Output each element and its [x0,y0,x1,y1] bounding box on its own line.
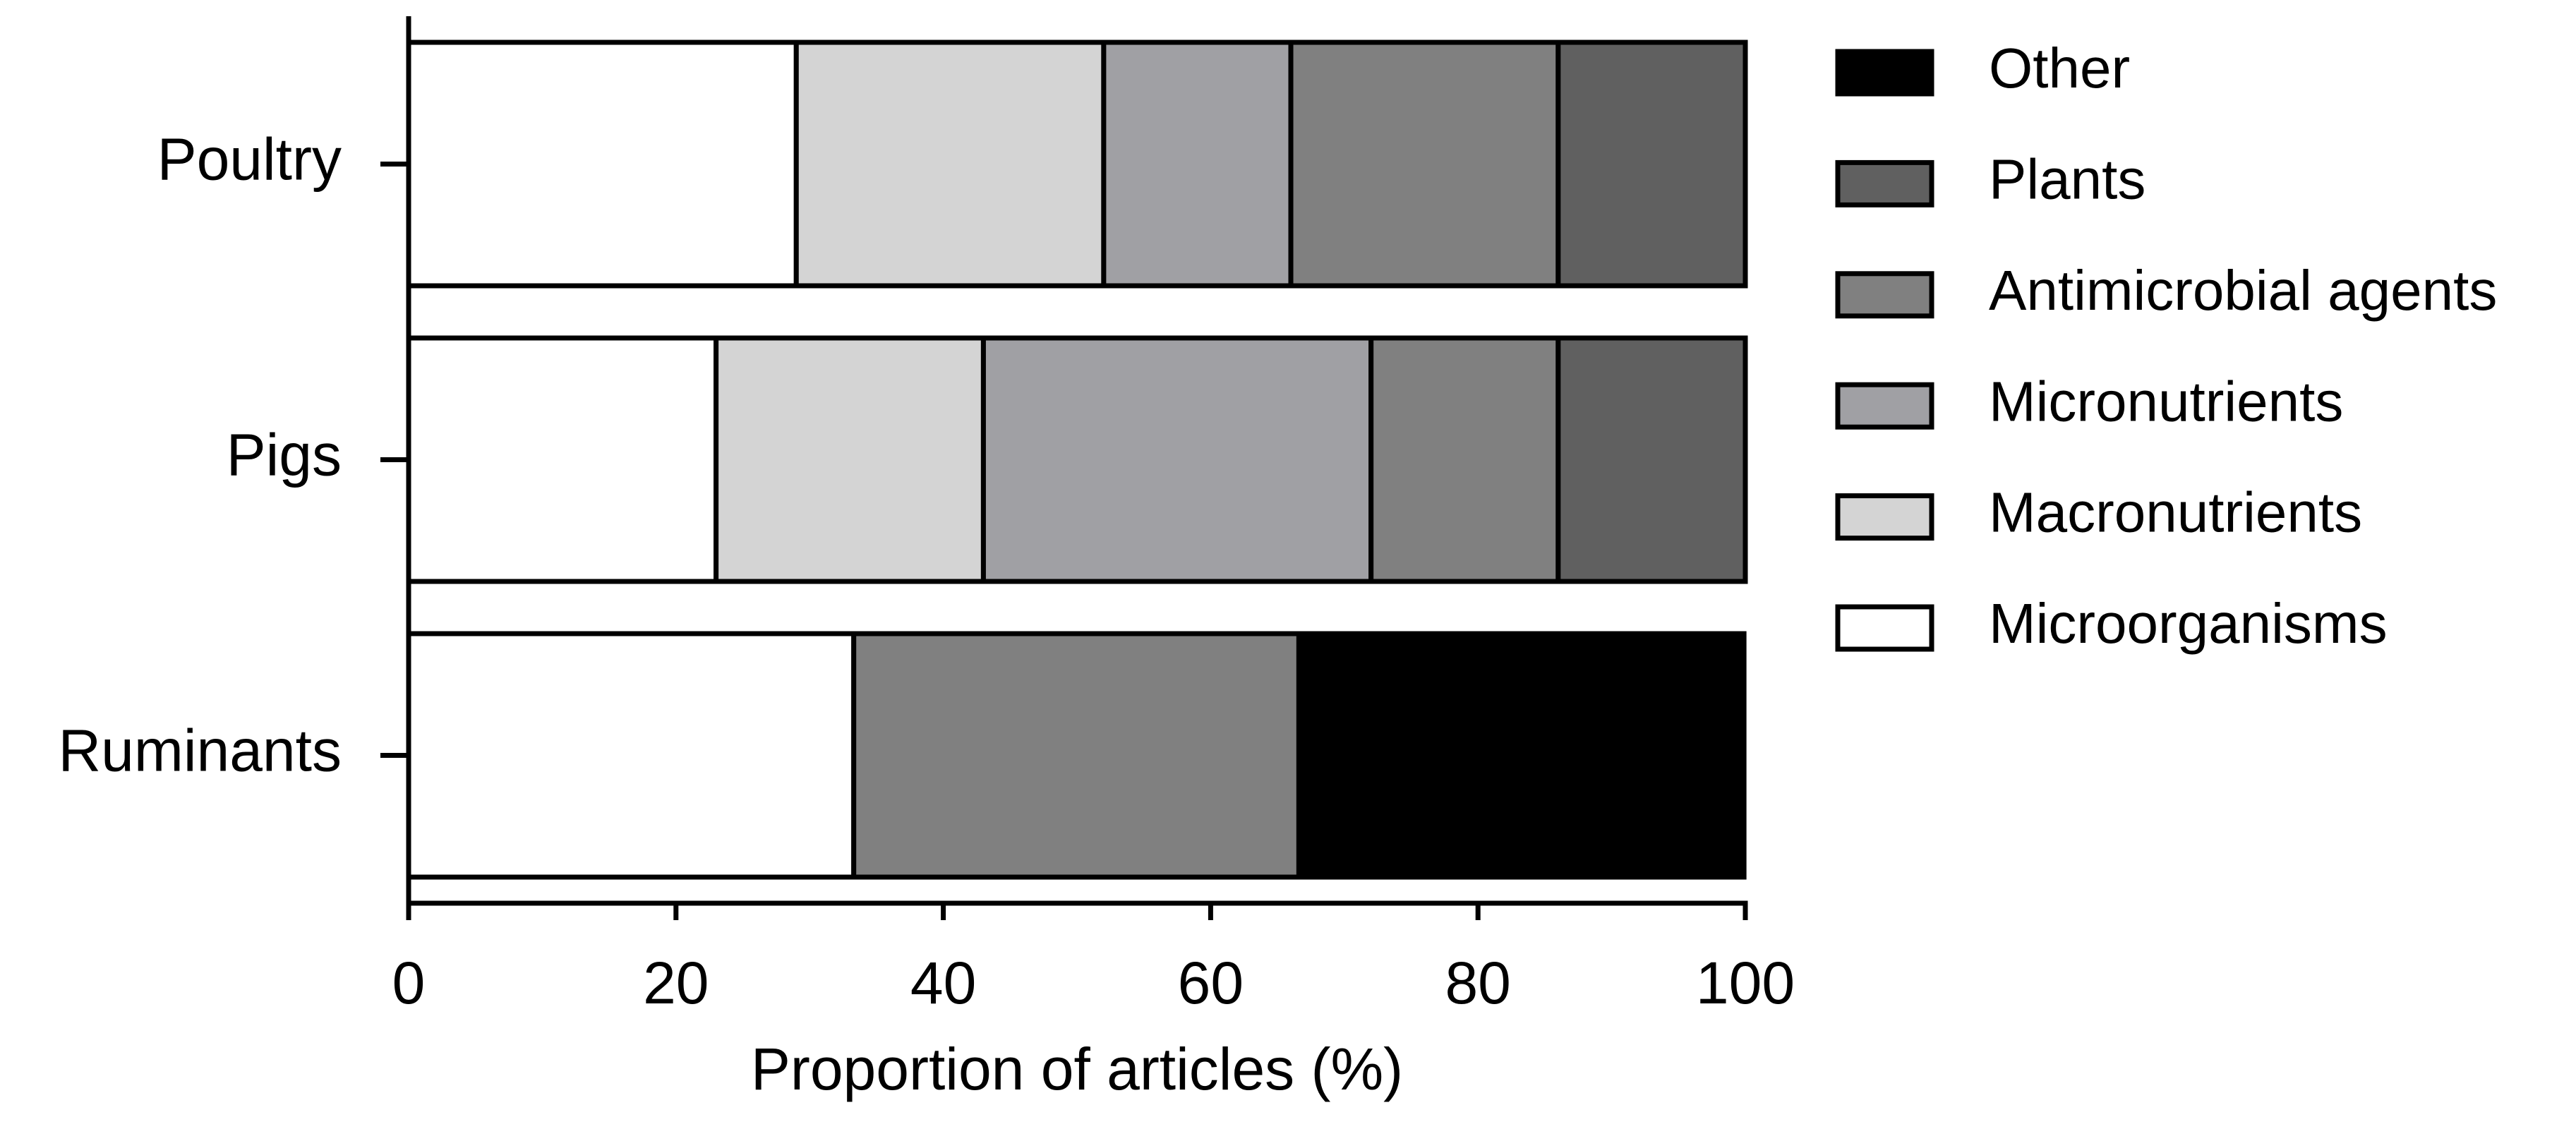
legend-label: Micronutrients [1989,370,2343,433]
bar-segment [406,335,719,584]
bar-segment [1555,40,1748,289]
bar-segment [1368,335,1561,584]
bar-segment [1288,40,1561,289]
bar-segment [793,40,1107,289]
bar-segment [1555,335,1748,584]
bar-segment [714,335,986,584]
legend-swatch [1835,271,1934,319]
legend-swatch [1835,493,1934,541]
y-tick-label: Poultry [157,126,342,193]
legend-label: Antimicrobial agents [1989,259,2497,322]
bar-segment [406,631,857,880]
bar-segment [980,335,1374,584]
bar-segment [406,40,799,289]
x-tick-label: 60 [1178,950,1244,1016]
bar-segment [851,631,1301,880]
x-tick-label: 20 [643,950,709,1016]
legend-swatch [1835,382,1934,430]
x-tick-label: 0 [392,950,426,1016]
y-tick-label: Pigs [227,422,342,488]
legend-label: Other [1989,37,2130,99]
legend-swatch [1835,604,1934,652]
x-tick-label: 40 [910,950,976,1016]
x-axis-label: Proportion of articles (%) [751,1036,1403,1102]
y-tick-label: Ruminants [58,718,342,784]
legend-swatch [1835,159,1934,207]
legend-label: Macronutrients [1989,481,2362,544]
x-tick-label: 80 [1445,950,1510,1016]
bar-segment [1101,40,1294,289]
bar-segment [1296,631,1747,880]
x-tick-label: 100 [1696,950,1795,1016]
legend-label: Plants [1989,148,2145,211]
legend-swatch [1835,49,1934,97]
legend-label: Microorganisms [1989,592,2388,655]
